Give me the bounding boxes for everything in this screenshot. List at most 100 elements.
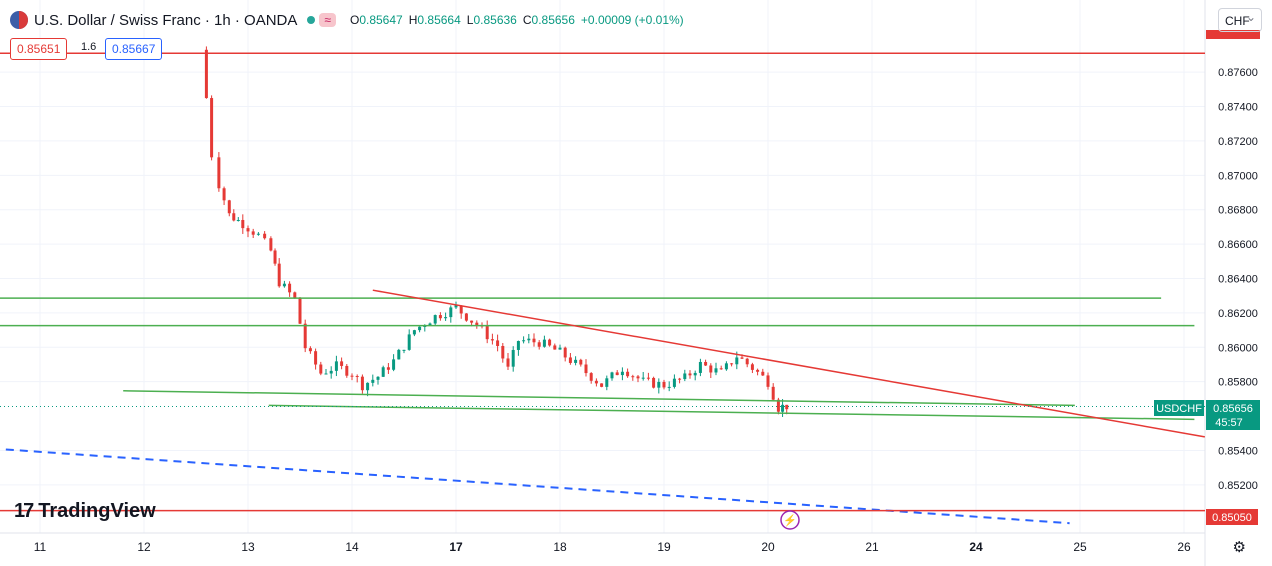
- y-tick-label: 0.87000: [1218, 170, 1258, 182]
- price-axis: 0.87600 0.87400 0.87200 0.87000 0.86800 0.866…: [1218, 67, 1258, 492]
- candle-body: [579, 359, 583, 365]
- candle-body: [652, 377, 656, 388]
- last-price-text: 0.85656: [1213, 403, 1253, 415]
- candle-body: [709, 365, 713, 373]
- candle-body: [548, 339, 552, 346]
- candle-body: [470, 320, 474, 323]
- candle-body: [693, 372, 697, 376]
- y-tick-label: 0.87400: [1218, 102, 1258, 114]
- candle-body: [600, 383, 604, 387]
- candle-body: [251, 231, 255, 235]
- candle-body: [269, 238, 273, 251]
- x-tick-label: 13: [241, 540, 255, 554]
- candle-body: [308, 348, 312, 352]
- candle-body: [204, 49, 208, 99]
- candle-body: [532, 338, 536, 343]
- candle-body: [594, 380, 598, 384]
- candle-body: [386, 367, 390, 370]
- y-tick-label: 0.86000: [1218, 342, 1258, 354]
- sell-button[interactable]: 0.85651: [10, 38, 68, 60]
- x-tick-label: 24: [969, 540, 983, 554]
- candle-body: [558, 347, 562, 350]
- candle-body: [756, 369, 760, 372]
- candle-body: [615, 372, 619, 376]
- candle-body: [263, 233, 267, 239]
- last-price-tag: [1206, 400, 1260, 430]
- candle-body: [667, 386, 671, 388]
- candle-body: [293, 292, 297, 298]
- candle-body: [631, 376, 635, 378]
- candle-body: [355, 376, 359, 378]
- x-tick-label: 18: [553, 540, 567, 554]
- x-tick-label: 21: [865, 540, 879, 554]
- candle-body: [610, 372, 614, 379]
- candle-body: [766, 375, 770, 387]
- x-tick-label: 25: [1073, 540, 1087, 554]
- high-value: H0.85664: [408, 13, 461, 27]
- y-tick-label: 0.86800: [1218, 205, 1258, 217]
- candle-body: [501, 345, 505, 359]
- grid: [0, 0, 1205, 533]
- candle-body: [636, 376, 640, 379]
- symbol-title[interactable]: U.S. Dollar / Swiss Franc · 1h · OANDA: [34, 11, 298, 29]
- y-tick-label: 0.86400: [1218, 274, 1258, 286]
- y-tick-label: 0.86600: [1218, 239, 1258, 251]
- approx-icon[interactable]: ≈: [319, 13, 336, 27]
- candle-body: [646, 377, 650, 379]
- candle-body: [232, 213, 236, 221]
- candle-body: [730, 363, 734, 365]
- candle-body: [657, 381, 661, 388]
- candle-body: [506, 358, 510, 367]
- tradingview-logo-icon: 17: [14, 500, 34, 522]
- close-value: C0.85656: [522, 13, 575, 27]
- candle-body: [428, 323, 432, 326]
- candle-body: [222, 188, 226, 201]
- candle-body: [584, 364, 588, 374]
- candle-body: [761, 371, 765, 376]
- y-tick-label: 0.86200: [1218, 308, 1258, 320]
- candle-body: [392, 359, 396, 370]
- candle-body: [423, 325, 427, 327]
- y-tick-label: 0.87200: [1218, 136, 1258, 148]
- candle-body: [444, 317, 448, 319]
- change-value: +0.00009 (+0.01%): [580, 13, 684, 27]
- candle-body: [449, 307, 453, 318]
- candle-body: [641, 377, 645, 379]
- x-tick-label: 26: [1177, 540, 1191, 554]
- buy-button[interactable]: 0.85667: [105, 38, 163, 60]
- candle-body: [485, 325, 489, 340]
- candle-body: [740, 357, 744, 359]
- candle-body: [282, 283, 286, 287]
- candle-body: [340, 361, 344, 366]
- countdown-text: 45:57: [1215, 417, 1243, 429]
- lightning-icon[interactable]: ⚡: [780, 510, 800, 530]
- candle-body: [217, 157, 221, 189]
- candle-body: [537, 342, 541, 347]
- candle-body: [745, 358, 749, 365]
- candle-body: [527, 338, 531, 341]
- y-tick-label: 0.85400: [1218, 445, 1258, 457]
- candle-body: [735, 357, 739, 365]
- candle-body: [553, 345, 557, 350]
- candle-body: [314, 351, 318, 365]
- top-line-label: [1206, 30, 1260, 39]
- candle-body: [371, 379, 375, 383]
- candle-body: [459, 305, 463, 314]
- x-tick-label: 14: [345, 540, 359, 554]
- currency-flag-icon: [10, 11, 28, 29]
- candle-body: [490, 339, 494, 341]
- tradingview-logo: 17 TradingView: [14, 500, 156, 523]
- drawings: [0, 52, 1205, 525]
- candle-body: [688, 373, 692, 376]
- candle-body: [750, 364, 754, 370]
- x-tick-label: 19: [657, 540, 671, 554]
- candle-body: [771, 386, 775, 400]
- candle-body: [319, 364, 323, 374]
- candle-body: [402, 349, 406, 351]
- chart-header: U.S. Dollar / Swiss Franc · 1h · OANDA ≈…: [10, 8, 690, 32]
- currency-dropdown[interactable]: CHF: [1218, 5, 1262, 32]
- gear-icon[interactable]: ⚙: [1232, 539, 1246, 556]
- candle-body: [589, 373, 593, 381]
- open-value: O0.85647: [349, 13, 403, 27]
